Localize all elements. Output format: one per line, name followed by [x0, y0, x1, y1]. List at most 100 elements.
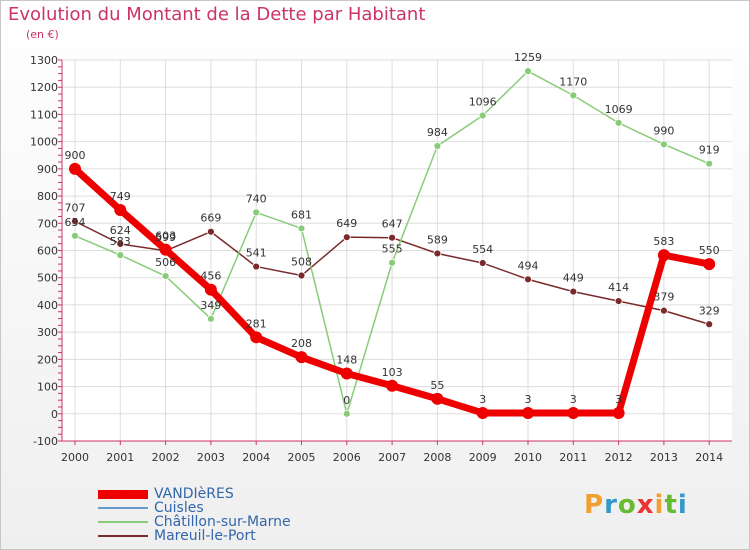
data-label: 707 [65, 201, 86, 214]
data-point [161, 272, 170, 280]
data-point [478, 111, 487, 120]
data-point [116, 240, 125, 248]
data-point [388, 233, 397, 242]
data-label: 647 [382, 218, 403, 231]
data-label: 550 [699, 244, 720, 257]
y-tick-label: 1300 [30, 54, 58, 67]
data-point [703, 258, 716, 271]
data-label: 649 [336, 217, 357, 230]
x-tick-label: 2010 [514, 451, 542, 464]
data-label: 589 [427, 233, 448, 246]
legend: VANDIèRES Cuisles Châtillon-sur-Marne Mareu… [98, 487, 358, 543]
y-tick-label: 600 [37, 245, 58, 258]
y-tick-label: 100 [37, 381, 58, 394]
x-tick-label: 2002 [152, 451, 180, 464]
brand-letter: o [617, 490, 637, 520]
data-label: 55 [430, 379, 444, 392]
data-point [295, 351, 308, 364]
x-tick-label: 2007 [378, 451, 406, 464]
data-point [431, 392, 444, 405]
data-point [478, 259, 487, 267]
data-point [297, 224, 306, 233]
legend-swatch [98, 521, 148, 523]
data-point [569, 91, 578, 100]
y-tick-label: 800 [37, 190, 58, 203]
legend-swatch [98, 507, 148, 509]
data-label: 3 [525, 393, 532, 406]
data-point [69, 162, 81, 175]
y-tick-label: 300 [37, 326, 58, 339]
data-point [524, 275, 532, 284]
data-point [116, 251, 125, 260]
x-tick-label: 2009 [469, 451, 497, 464]
brand-letter: P [584, 490, 605, 520]
data-point [252, 262, 261, 271]
x-tick-label: 2004 [242, 451, 270, 464]
x-tick-label: 2006 [333, 451, 361, 464]
data-label: 681 [291, 208, 312, 221]
legend-label: Cuisles [154, 500, 204, 516]
data-point [252, 208, 261, 217]
x-tick-label: 2012 [605, 451, 633, 464]
y-tick-label: 900 [37, 163, 58, 176]
y-tick-label: 500 [37, 272, 58, 285]
brand-letter: i [654, 490, 665, 520]
legend-label: Mareuil-le-Port [154, 528, 256, 544]
y-tick-label: 1000 [30, 136, 58, 149]
y-tick-label: 1200 [30, 81, 58, 94]
legend-label: Châtillon-sur-Marne [154, 514, 291, 530]
y-tick-label: 1100 [30, 108, 58, 121]
data-point [206, 314, 215, 323]
data-label: 624 [110, 224, 131, 237]
x-tick-label: 2003 [197, 451, 225, 464]
data-label: 654 [65, 216, 86, 229]
data-point [522, 406, 534, 419]
data-point [433, 249, 442, 258]
data-point [567, 406, 580, 419]
data-point [524, 67, 532, 76]
data-point [206, 227, 215, 236]
legend-item: Mareuil-le-Port [98, 529, 358, 543]
data-label: 669 [200, 212, 221, 225]
data-point [204, 283, 217, 296]
data-label: 494 [518, 259, 539, 272]
data-point [340, 367, 353, 380]
legend-swatch [98, 535, 148, 537]
data-label: 103 [382, 366, 403, 379]
brand-letter: t [664, 490, 678, 520]
y-tick-label: -100 [33, 435, 58, 448]
data-label: 555 [382, 243, 403, 256]
chart-subtitle: (en €) [26, 28, 59, 41]
data-label: 414 [608, 281, 629, 294]
data-point [476, 406, 489, 419]
x-tick-label: 2008 [423, 451, 451, 464]
data-label: 3 [570, 393, 577, 406]
data-label: 1170 [559, 75, 587, 88]
data-label: 749 [110, 190, 131, 203]
legend-item: Cuisles [98, 501, 358, 515]
legend-label: VANDIèRES [154, 486, 234, 502]
data-label: 508 [291, 256, 312, 269]
x-tick-label: 2005 [288, 451, 316, 464]
data-point [388, 258, 397, 267]
data-label: 599 [155, 231, 176, 244]
y-tick-label: 0 [51, 408, 58, 421]
legend-item: VANDIèRES [98, 487, 358, 501]
data-label: 456 [200, 270, 221, 283]
data-point [386, 379, 399, 392]
data-label: 1069 [605, 103, 633, 116]
data-label: 0 [343, 394, 350, 407]
brand-letter: r [604, 490, 618, 520]
x-tick-label: 2001 [106, 451, 134, 464]
data-label: 984 [427, 126, 448, 139]
x-tick-label: 2011 [559, 451, 587, 464]
brand-logo: Proxiti [584, 490, 688, 520]
y-tick-label: 200 [37, 353, 58, 366]
data-label: 148 [336, 354, 357, 367]
data-point [705, 159, 714, 168]
data-point [705, 320, 714, 329]
x-tick-label: 2000 [61, 451, 89, 464]
data-label: 900 [65, 149, 86, 162]
data-label: 449 [563, 272, 584, 285]
x-tick-label: 2013 [650, 451, 678, 464]
